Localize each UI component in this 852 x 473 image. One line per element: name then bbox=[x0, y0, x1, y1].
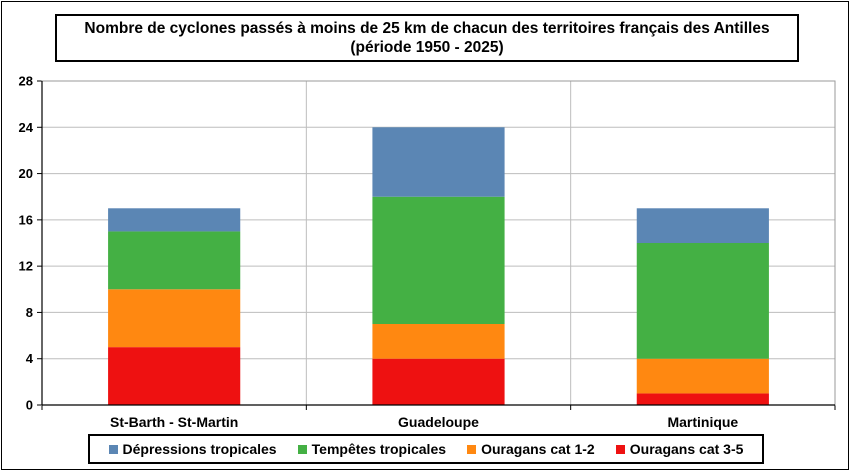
bar-segment-temp-tes-tropicales bbox=[372, 196, 505, 324]
legend-label: Ouragans cat 1-2 bbox=[481, 441, 595, 457]
legend-label: Tempêtes tropicales bbox=[311, 441, 447, 457]
chart-title-box: Nombre de cyclones passés à moins de 25 … bbox=[55, 14, 799, 62]
y-tick-label: 16 bbox=[19, 212, 33, 227]
legend-label: Ouragans cat 3-5 bbox=[629, 441, 744, 457]
bar-segment-d-pressions-tropicales bbox=[108, 208, 241, 232]
bar-segment-ouragans-cat-3-5 bbox=[372, 358, 505, 405]
y-tick-label: 28 bbox=[19, 74, 33, 89]
legend-item: Ouragans cat 1-2 bbox=[467, 441, 595, 457]
y-tick-label: 4 bbox=[26, 351, 34, 366]
bar-segment-ouragans-cat-3-5 bbox=[636, 393, 769, 405]
x-tick-label: Martinique bbox=[667, 414, 738, 430]
bar-segment-d-pressions-tropicales bbox=[636, 208, 769, 243]
y-tick-label: 24 bbox=[19, 120, 34, 135]
legend-label: Dépressions tropicales bbox=[122, 441, 277, 457]
bar-segment-ouragans-cat-1-2 bbox=[372, 324, 505, 359]
bar-segment-ouragans-cat-1-2 bbox=[108, 289, 241, 348]
x-tick-label: St-Barth - St-Martin bbox=[110, 414, 238, 430]
y-tick-label: 20 bbox=[19, 166, 33, 181]
bar-segment-temp-tes-tropicales bbox=[636, 243, 769, 359]
y-tick-label: 8 bbox=[26, 305, 33, 320]
y-tick-label: 0 bbox=[26, 398, 33, 413]
legend-swatch bbox=[615, 444, 625, 454]
chart-subtitle: (période 1950 - 2025) bbox=[350, 39, 504, 56]
legend-item: Ouragans cat 3-5 bbox=[615, 441, 744, 457]
y-tick-label: 12 bbox=[19, 259, 33, 274]
legend-item: Tempêtes tropicales bbox=[297, 441, 447, 457]
bar-segment-ouragans-cat-1-2 bbox=[636, 358, 769, 394]
legend-swatch bbox=[467, 444, 477, 454]
chart-legend: Dépressions tropicales Tempêtes tropicale… bbox=[88, 434, 764, 464]
legend-swatch bbox=[108, 444, 118, 454]
legend-item: Dépressions tropicales bbox=[108, 441, 277, 457]
x-tick-label: Guadeloupe bbox=[398, 414, 479, 430]
bar-segment-d-pressions-tropicales bbox=[372, 127, 505, 197]
legend-swatch bbox=[297, 444, 307, 454]
bar-segment-temp-tes-tropicales bbox=[108, 231, 241, 290]
bar-segment-ouragans-cat-3-5 bbox=[108, 347, 241, 405]
chart-title: Nombre de cyclones passés à moins de 25 … bbox=[84, 20, 770, 37]
